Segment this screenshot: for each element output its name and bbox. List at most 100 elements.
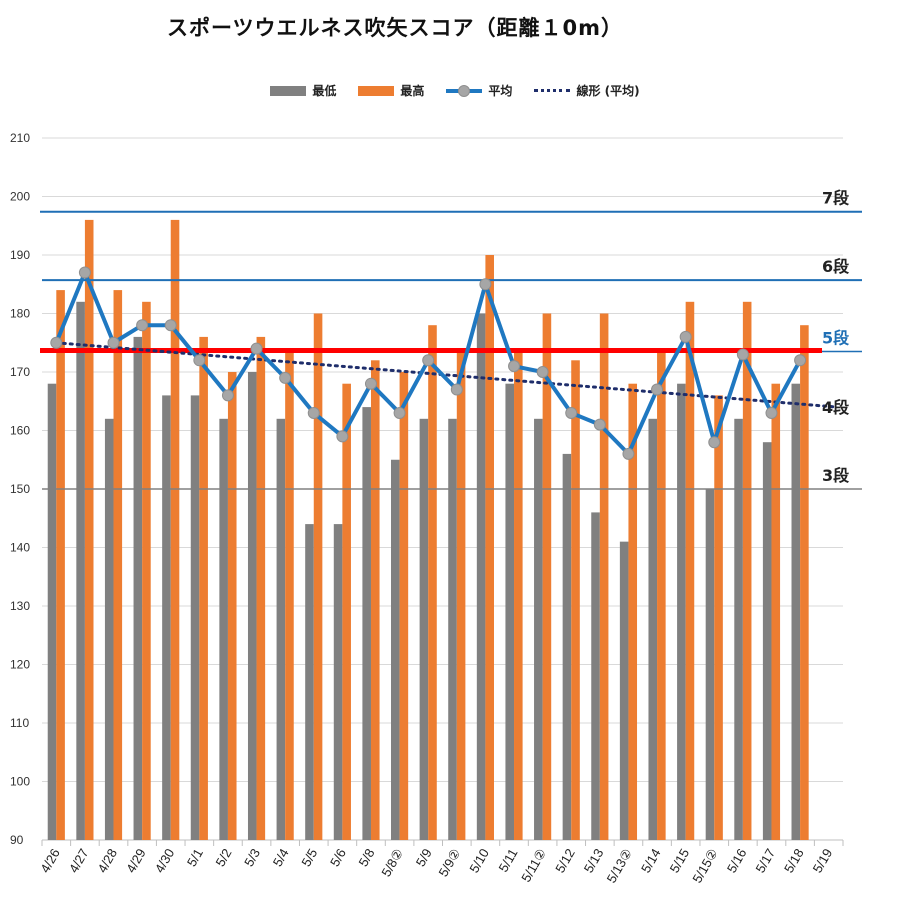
x-tick-label: 5/11②: [518, 846, 549, 885]
bar-max: [628, 383, 638, 840]
y-tick-label: 200: [10, 190, 30, 204]
legend-label-max: 最高: [400, 84, 425, 98]
x-tick-label: 5/1: [184, 846, 206, 869]
x-tick-label: 5/3: [241, 846, 263, 869]
average-point: [78, 266, 91, 279]
bar-max: [342, 383, 351, 840]
bar-min: [591, 512, 600, 840]
average-point: [508, 360, 521, 373]
reference-line-label: 6段: [822, 257, 850, 276]
x-tick-label: 5/15②: [689, 846, 720, 886]
average-point: [393, 406, 406, 419]
bar-max: [428, 325, 437, 840]
bar-min: [391, 459, 400, 840]
bar-max: [714, 395, 723, 840]
y-tick-label: 150: [10, 482, 30, 496]
average-point: [565, 406, 578, 419]
average-point: [107, 336, 120, 349]
x-tick-label: 4/26: [37, 846, 63, 875]
bar-max: [399, 372, 409, 840]
y-tick-label: 120: [10, 658, 30, 672]
average-point: [422, 354, 435, 367]
x-tick-label: 5/13②: [604, 846, 635, 886]
bar-min: [133, 336, 143, 840]
average-point: [164, 319, 177, 332]
bar-min: [448, 418, 457, 840]
bar-max: [514, 348, 523, 840]
bar-max: [542, 313, 552, 840]
bar-max: [485, 255, 494, 840]
y-tick-label: 110: [10, 716, 29, 730]
bar-min: [419, 418, 429, 840]
bar-min: [476, 313, 486, 840]
x-tick-label: 4/30: [152, 846, 178, 875]
average-point: [708, 436, 721, 449]
y-tick-label: 190: [10, 248, 30, 262]
bar-max: [84, 219, 94, 840]
bar-min: [104, 418, 114, 840]
bar-min: [219, 418, 228, 840]
x-tick-label: 5/15: [667, 846, 693, 875]
bar-min: [791, 383, 801, 840]
average-point: [679, 330, 692, 343]
x-tick-label: 4/27: [66, 846, 92, 875]
reference-line-label: 5段: [822, 329, 850, 348]
average-point: [364, 377, 377, 390]
bar-max: [599, 313, 609, 840]
x-tick-label: 4/28: [94, 846, 120, 875]
y-tick-label: 100: [10, 775, 30, 789]
bar-max: [256, 336, 266, 840]
average-point: [250, 342, 263, 355]
bar-max: [742, 301, 752, 840]
bar-max: [199, 336, 208, 840]
x-tick-label: 5/8: [356, 846, 378, 869]
bar-max: [313, 313, 323, 840]
average-point: [479, 278, 492, 291]
y-tick-label: 160: [10, 424, 30, 438]
x-tick-label: 5/17: [752, 846, 778, 875]
legend-label-trend: 線形 (平均): [576, 84, 640, 98]
bar-min: [305, 524, 314, 840]
legend-item-trend: 線形 (平均): [534, 82, 640, 99]
average-point: [593, 418, 606, 431]
average-point: [50, 336, 63, 349]
reference-line-label: 3段: [822, 466, 850, 485]
average-point: [279, 371, 292, 384]
bar-min: [534, 418, 543, 840]
x-tick-label: 5/4: [270, 846, 292, 869]
trend-line: [54, 341, 839, 409]
x-tick-label: 5/9②: [436, 846, 464, 879]
x-tick-label: 5/10: [466, 846, 492, 875]
bar-min: [705, 489, 715, 840]
bar-min: [505, 383, 515, 840]
bar-min: [333, 524, 343, 840]
bar-min: [648, 418, 658, 840]
y-tick-label: 140: [10, 541, 30, 555]
average-point: [765, 406, 778, 419]
x-tick-label: 5/8②: [378, 846, 406, 879]
legend-item-max: 最高: [358, 82, 424, 99]
bar-min: [190, 395, 200, 840]
average-point: [651, 383, 664, 396]
legend-item-avg: 平均: [446, 82, 512, 99]
x-tick-label: 5/18: [781, 846, 807, 875]
x-tick-label: 5/19: [810, 846, 836, 875]
y-tick-label: 210: [10, 131, 30, 145]
bar-max: [113, 290, 123, 841]
legend-label-avg: 平均: [488, 84, 513, 98]
bar-min: [162, 395, 171, 840]
bar-max: [170, 219, 180, 840]
average-point: [136, 319, 149, 332]
bar-min: [247, 372, 257, 840]
average-point: [794, 354, 807, 367]
average-point: [736, 348, 749, 361]
bar-max: [800, 325, 809, 840]
bar-min: [276, 418, 286, 840]
bar-max: [285, 348, 294, 840]
bar-max: [56, 290, 65, 841]
average-point: [193, 354, 206, 367]
y-tick-label: 180: [10, 307, 30, 321]
bar-min: [734, 418, 743, 840]
bar-min: [619, 541, 629, 840]
legend-swatch-trend: [534, 89, 571, 92]
